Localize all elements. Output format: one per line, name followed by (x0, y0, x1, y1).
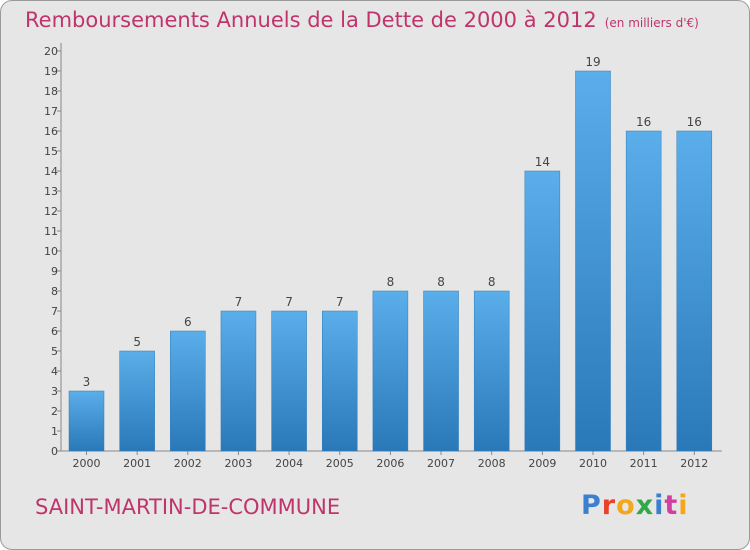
chart-title-text: Remboursements Annuels de la Dette de 20… (25, 8, 597, 32)
chart-title: Remboursements Annuels de la Dette de 20… (25, 8, 699, 32)
y-tick-label: 0 (51, 445, 58, 458)
y-tick-label: 6 (51, 325, 58, 338)
y-tick-label: 13 (44, 185, 58, 198)
y-tick-label: 11 (44, 225, 58, 238)
logo-letter: i (654, 490, 665, 521)
bar-2012 (676, 130, 713, 452)
data-label: 8 (488, 275, 496, 289)
data-label: 8 (387, 275, 395, 289)
y-tick-label: 7 (51, 305, 58, 318)
bar-2002 (170, 330, 206, 452)
bar-2005 (322, 310, 358, 452)
data-label: 3 (83, 375, 91, 389)
bar-2008 (473, 290, 510, 452)
bar-2011 (625, 130, 662, 452)
logo-letter: i (678, 490, 689, 521)
x-tick-label: 2000 (73, 457, 101, 470)
bar-2007 (423, 290, 459, 452)
bar-2000 (68, 390, 105, 452)
bar-2006 (372, 290, 409, 452)
x-tick-label: 2008 (478, 457, 506, 470)
x-tick-label: 2004 (275, 457, 303, 470)
x-tick-label: 2002 (174, 457, 202, 470)
bar-2003 (220, 310, 257, 452)
x-tick-label: 2003 (224, 457, 252, 470)
y-tick-label: 8 (51, 285, 58, 298)
y-tick-label: 2 (51, 405, 58, 418)
x-tick-label: 2012 (680, 457, 708, 470)
x-tick-label: 2006 (376, 457, 404, 470)
x-tick-label: 2005 (326, 457, 354, 470)
y-tick-label: 5 (51, 345, 58, 358)
data-label: 19 (585, 55, 600, 69)
y-tick-label: 4 (51, 365, 58, 378)
chart-unit: (en milliers d'€) (604, 16, 699, 30)
y-tick-label: 16 (44, 125, 58, 138)
proxiti-logo[interactable]: Proxiti (581, 490, 689, 521)
commune-name: SAINT-MARTIN-DE-COMMUNE (35, 495, 341, 519)
x-tick-label: 2009 (528, 457, 556, 470)
y-tick-label: 10 (44, 245, 58, 258)
logo-letter: P (581, 490, 602, 521)
data-label: 5 (133, 335, 141, 349)
data-label: 7 (285, 295, 293, 309)
x-tick-label: 2010 (579, 457, 607, 470)
x-tick-label: 2001 (123, 457, 151, 470)
bar-2009 (524, 170, 561, 452)
y-tick-label: 14 (44, 165, 58, 178)
data-label: 14 (535, 155, 550, 169)
bar-2010 (575, 70, 611, 452)
data-label: 16 (636, 115, 651, 129)
data-label: 7 (235, 295, 243, 309)
y-tick-label: 12 (44, 205, 58, 218)
y-tick-label: 20 (44, 45, 58, 58)
logo-letter: o (616, 490, 636, 521)
data-label: 7 (336, 295, 344, 309)
y-tick-label: 1 (51, 425, 58, 438)
x-tick-label: 2011 (630, 457, 658, 470)
y-tick-label: 15 (44, 145, 58, 158)
data-label: 6 (184, 315, 192, 329)
x-tick-label: 2007 (427, 457, 455, 470)
data-label: 8 (437, 275, 445, 289)
y-tick-label: 9 (51, 265, 58, 278)
bar-2001 (119, 350, 155, 452)
logo-letter: x (635, 490, 655, 521)
logo-letter: r (601, 490, 617, 521)
y-tick-label: 18 (44, 85, 58, 98)
y-tick-label: 3 (51, 385, 58, 398)
data-label: 16 (687, 115, 702, 129)
logo-letter: t (664, 490, 679, 521)
y-tick-label: 19 (44, 65, 58, 78)
y-tick-label: 17 (44, 105, 58, 118)
bar-2004 (271, 310, 307, 452)
